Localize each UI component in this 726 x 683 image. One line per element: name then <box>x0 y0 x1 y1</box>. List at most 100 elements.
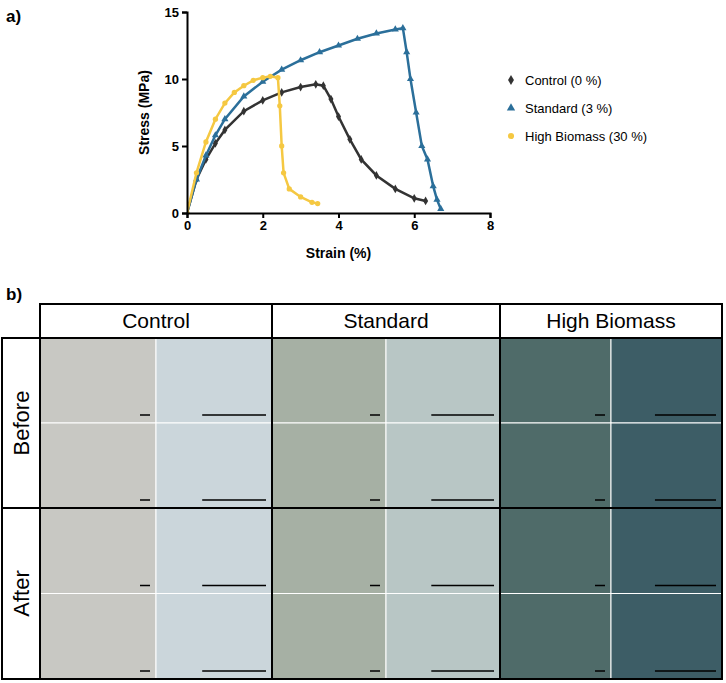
micrograph <box>40 338 156 423</box>
legend-label: Standard (3 %) <box>525 101 612 116</box>
data-point <box>399 24 406 30</box>
scale-bar <box>595 499 605 501</box>
tick-mark <box>182 79 187 81</box>
y-axis: 0 5 10 15 <box>165 5 188 221</box>
tick-label: 0 <box>172 206 179 221</box>
data-point <box>297 56 304 62</box>
data-point <box>328 95 333 104</box>
cell-border <box>500 338 722 508</box>
scale-bar <box>595 414 605 416</box>
data-point <box>222 100 227 105</box>
data-point <box>423 197 428 206</box>
column-header: High Biomass <box>546 309 676 332</box>
micrograph <box>386 508 500 594</box>
scale-bar <box>655 499 716 501</box>
tick: 10 <box>165 72 187 87</box>
tick-mark <box>182 213 187 215</box>
scale-bar <box>202 585 266 587</box>
micrograph <box>386 338 500 423</box>
micrograph <box>500 423 611 508</box>
scale-bar <box>370 414 380 416</box>
scale-bar <box>202 414 266 416</box>
tick-label: 8 <box>487 218 494 233</box>
scale-bar <box>655 414 716 416</box>
row-header-box <box>2 338 40 508</box>
data-point <box>335 41 342 47</box>
data-point <box>321 81 326 90</box>
data-point <box>277 103 282 108</box>
tick-label: 10 <box>165 72 179 87</box>
scale-bar <box>595 670 605 672</box>
data-point <box>316 48 323 54</box>
micrograph <box>40 423 156 508</box>
tick: 8 <box>487 213 494 233</box>
row-header-box <box>2 508 40 679</box>
micrograph <box>156 508 272 594</box>
data-point <box>194 170 199 175</box>
data-point <box>407 75 414 81</box>
data-point <box>374 171 379 180</box>
tick: 0 <box>172 206 187 221</box>
micrograph <box>40 508 156 594</box>
data-point <box>336 112 341 121</box>
data-point <box>393 185 398 194</box>
micrograph <box>500 338 611 423</box>
data-point <box>315 201 320 206</box>
data-point <box>373 29 380 35</box>
micrograph <box>500 508 611 594</box>
data-point <box>392 25 399 31</box>
legend-label: Control (0 %) <box>525 73 602 88</box>
row-header: Before <box>9 391 34 456</box>
data-point <box>222 126 227 135</box>
column-header: Standard <box>343 309 428 332</box>
data-point <box>412 194 417 203</box>
column-header-box <box>40 304 272 338</box>
data-point <box>347 135 352 144</box>
scale-bar <box>202 670 266 672</box>
cell-border <box>272 338 500 508</box>
data-point <box>313 80 318 89</box>
data-point <box>241 83 246 88</box>
scale-bar <box>370 499 380 501</box>
tick: 0 <box>184 213 191 233</box>
data-point <box>287 186 292 191</box>
micrograph <box>156 423 272 508</box>
scale-bar <box>655 585 716 587</box>
legend-label: High Biomass (30 %) <box>525 129 647 144</box>
data-point <box>212 131 219 137</box>
data-point <box>260 96 265 105</box>
micrograph <box>611 508 722 594</box>
image-grid: Control Standard High Biomass Before After <box>2 304 722 679</box>
tick-label: 15 <box>165 5 179 20</box>
micrograph <box>386 594 500 680</box>
tick-mark <box>182 146 187 148</box>
data-point <box>424 155 431 161</box>
row-header: After <box>9 570 34 616</box>
micrograph <box>156 594 272 680</box>
scale-bar <box>140 414 150 416</box>
tick-label: 2 <box>260 218 267 233</box>
legend-marker <box>508 133 514 139</box>
tick-label: 6 <box>411 218 418 233</box>
data-point <box>437 205 444 211</box>
column-header: Control <box>122 309 190 332</box>
tick: 5 <box>172 139 187 154</box>
scale-bar <box>140 670 150 672</box>
tick-label: 4 <box>335 218 343 233</box>
data-point <box>354 35 361 41</box>
data-point <box>298 83 303 92</box>
column-header-box <box>500 304 722 338</box>
scale-bar <box>370 670 380 672</box>
figure: a)b)02468051015Strain (%)Stress (MPa)Con… <box>0 0 726 683</box>
legend-entry: Control (0 %) <box>508 73 602 88</box>
micrograph <box>386 423 500 508</box>
micrograph <box>272 338 386 423</box>
x-axis: 0 2 4 6 8 <box>184 213 494 233</box>
legend-entry: High Biomass (30 %) <box>508 129 647 144</box>
scale-bar <box>140 585 150 587</box>
tick-mark <box>182 12 187 14</box>
tick: 15 <box>165 5 187 20</box>
tick: 6 <box>411 213 418 233</box>
scale-bar <box>431 670 494 672</box>
scale-bar <box>370 585 380 587</box>
